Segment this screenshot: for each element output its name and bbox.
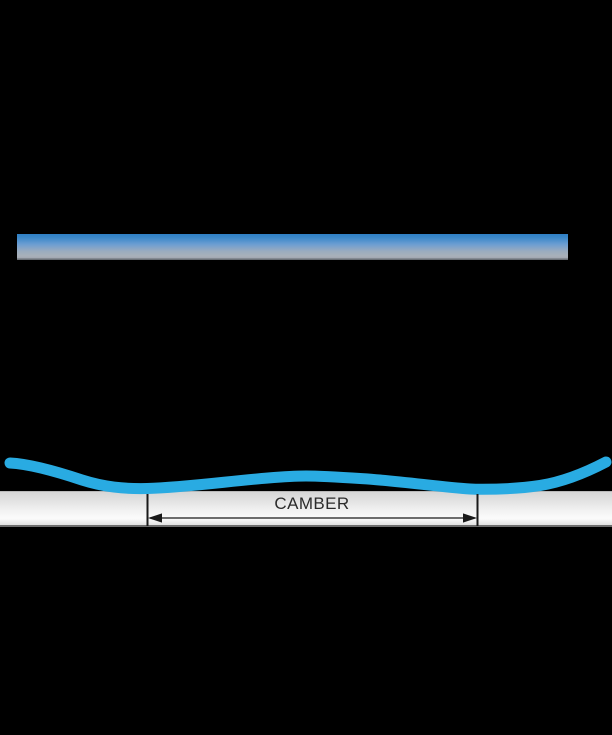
- cambered-board-path: [4, 456, 612, 495]
- flat-reference-board-shadow: [17, 258, 568, 260]
- ground-surface: [0, 492, 612, 526]
- ground-bottom-edge: [0, 525, 612, 527]
- flat-reference-board: [17, 234, 568, 259]
- camber-label: CAMBER: [274, 494, 350, 513]
